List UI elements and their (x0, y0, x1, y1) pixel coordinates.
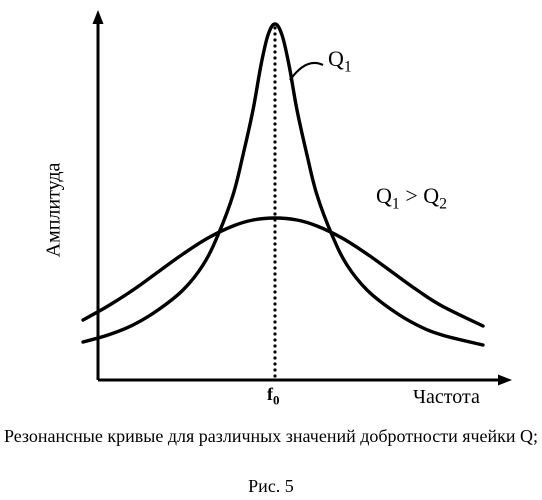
resonance-figure: Амплитуда Частота Q1 Q1 > Q2 f0 Резонанс… (0, 0, 542, 500)
q-relation-label: Q1 > Q2 (376, 183, 447, 213)
f0-marker-label: f0 (267, 384, 279, 409)
x-axis-label: Частота (413, 386, 480, 409)
y-axis-label: Амплитуда (43, 163, 66, 258)
figure-number: Рис. 5 (0, 476, 542, 497)
figure-caption: Резонансные кривые для различных значени… (0, 424, 542, 448)
plot-area: Амплитуда Частота Q1 Q1 > Q2 f0 (38, 10, 512, 410)
q1-curve-label: Q1 (328, 46, 352, 76)
